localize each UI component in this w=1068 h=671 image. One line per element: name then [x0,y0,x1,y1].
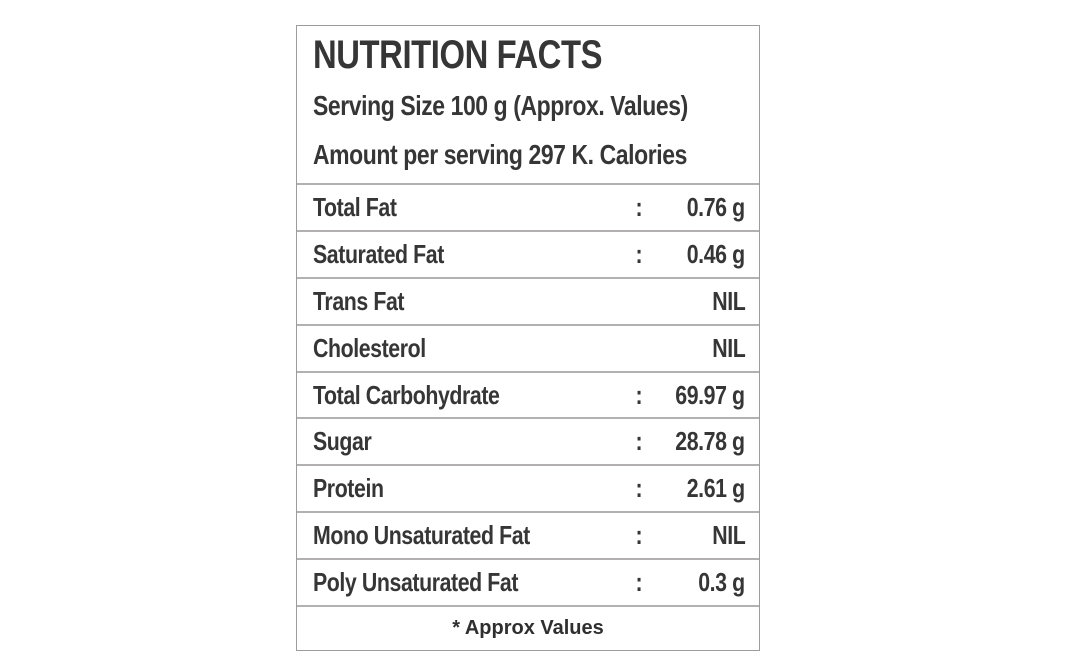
label-header: NUTRITION FACTS Serving Size 100 g (Appr… [297,26,759,183]
label-footnote: * Approx Values [297,605,759,650]
nutrient-row-sugar: Sugar : 28.78 g [297,417,759,464]
nutrient-value: 0.46 g [687,238,745,269]
serving-size-text: Serving Size 100 g (Approx. Values) [313,90,688,121]
nutrient-colon: : [635,520,643,551]
nutrient-row-trans-fat: Trans Fat NIL [297,276,759,324]
nutrient-row-total-fat: Total Fat : 0.76 g [297,183,759,230]
nutrient-value: 69.97 g [675,379,746,410]
nutrient-name: Protein [313,473,384,504]
nutrient-value: 2.61 g [687,473,745,504]
nutrient-row-saturated-fat: Saturated Fat : 0.46 g [297,229,759,277]
nutrient-value: 0.3 g [698,567,745,598]
label-title: NUTRITION FACTS [313,29,745,81]
nutrient-value: NIL [711,520,746,551]
nutrient-value: 28.78 g [675,426,746,457]
nutrient-row-poly-unsaturated-fat: Poly Unsaturated Fat : 0.3 g [297,558,759,605]
amount-per-serving-text: Amount per serving 297 K. Calories [313,139,687,170]
nutrient-colon: : [635,473,643,504]
nutrient-name: Poly Unsaturated Fat [313,567,519,598]
nutrient-colon: : [635,238,643,269]
nutrient-colon: : [635,379,643,410]
nutrition-facts-label: NUTRITION FACTS Serving Size 100 g (Appr… [296,25,760,652]
nutrient-row-mono-unsaturated-fat: Mono Unsaturated Fat : NIL [297,511,759,558]
amount-per-serving-line: Amount per serving 297 K. Calories [313,130,745,179]
nutrient-colon: : [635,191,643,222]
nutrient-name: Total Fat [313,191,397,222]
nutrient-value: 0.76 g [687,191,745,222]
nutrient-colon: : [635,567,643,598]
nutrient-value: NIL [711,285,746,316]
serving-size-line: Serving Size 100 g (Approx. Values) [313,81,745,130]
nutrient-name: Mono Unsaturated Fat [313,520,530,551]
nutrient-name: Saturated Fat [313,238,444,269]
nutrient-name: Trans Fat [313,285,405,316]
nutrient-name: Cholesterol [313,332,426,363]
nutrient-value: NIL [711,332,746,363]
nutrient-name: Total Carbohydrate [313,379,500,410]
label-title-text: NUTRITION FACTS [313,33,603,77]
footnote-text: * Approx Values [452,617,604,640]
nutrient-row-protein: Protein : 2.61 g [297,464,759,511]
nutrient-row-cholesterol: Cholesterol NIL [297,323,759,371]
nutrient-row-total-carbohydrate: Total Carbohydrate : 69.97 g [297,370,759,418]
nutrient-colon: : [635,426,643,457]
nutrient-name: Sugar [313,426,372,457]
